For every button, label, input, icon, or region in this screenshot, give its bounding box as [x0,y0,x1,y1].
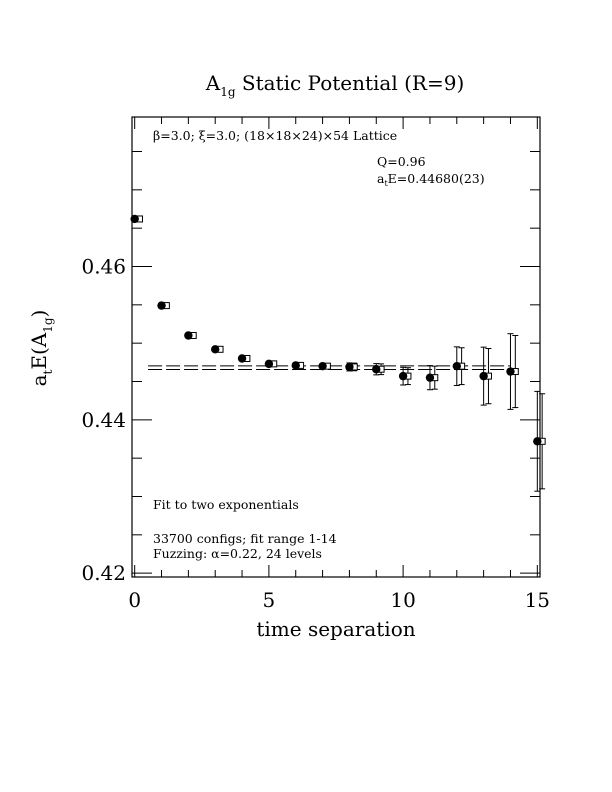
data-point [184,331,197,340]
y-axis-label-mid: E(A [27,332,51,369]
configs-annotation: 33700 configs; fit range 1-14 [153,531,337,546]
x-tick-label: 10 [390,588,415,612]
energy-annotation-sub: t [384,179,388,188]
data-point [130,214,144,224]
chart-title-sub: 1g [220,85,236,99]
circle-marker [452,361,461,371]
lattice-annotation: β=3.0; ξ=3.0; (18×18×24)×54 Lattice [153,128,397,143]
circle-marker [425,373,435,382]
data-point [372,363,385,376]
fuzzing-annotation: Fuzzing: α=0.22, 24 levels [153,546,322,561]
circle-marker [506,367,515,376]
tick-group: 0 5 10 15 0.42 0.44 0.46 [81,117,550,612]
data-point [425,365,439,391]
circle-marker [130,214,139,224]
circle-marker [237,354,247,363]
y-axis-label: atE(A1g) [27,310,55,387]
data-point [291,361,305,370]
y-axis-label-sub: t [41,369,55,374]
data-point [506,333,519,410]
circle-marker [264,359,274,369]
x-axis-label: time separation [256,617,415,641]
data-point [533,390,546,492]
x-tick-label: 0 [128,588,141,612]
data-points [130,214,546,492]
data-point [479,346,492,406]
data-point [398,366,412,386]
data-point [264,359,278,369]
data-point [345,362,358,372]
energy-annotation-rest: E=0.44680(23) [388,171,485,186]
y-axis-label-inner-sub: 1g [41,317,55,333]
y-tick-label: 0.42 [81,561,126,585]
circle-marker [184,331,193,340]
energy-annotation: atE=0.44680(23) [377,171,485,188]
circle-marker [533,437,542,446]
q-annotation: Q=0.96 [377,154,426,169]
circle-marker [398,371,408,381]
data-point [237,354,251,363]
circle-marker [318,361,327,371]
chart-title: A1g Static Potential (R=9) [205,71,465,99]
circle-marker [345,362,354,372]
chart-title-rest: Static Potential (R=9) [236,71,465,95]
chart-title-main: A [205,71,221,95]
circle-marker [157,301,166,310]
data-point [157,301,170,310]
data-point [211,345,224,354]
circle-marker [479,371,488,381]
x-tick-label: 15 [525,588,550,612]
data-point [318,361,331,371]
y-tick-label: 0.46 [81,255,126,279]
fit-annotation: Fit to two exponentials [153,497,299,512]
circle-marker [211,345,220,354]
y-tick-label: 0.44 [81,408,126,432]
circle-marker [372,365,381,374]
energy-annotation-a: a [377,171,385,186]
data-point [452,346,466,386]
plot-frame [131,116,541,578]
y-axis-label-a: a [27,374,51,386]
circle-marker [291,361,300,370]
y-axis-label-close: ) [27,310,51,318]
x-tick-label: 5 [263,588,276,612]
